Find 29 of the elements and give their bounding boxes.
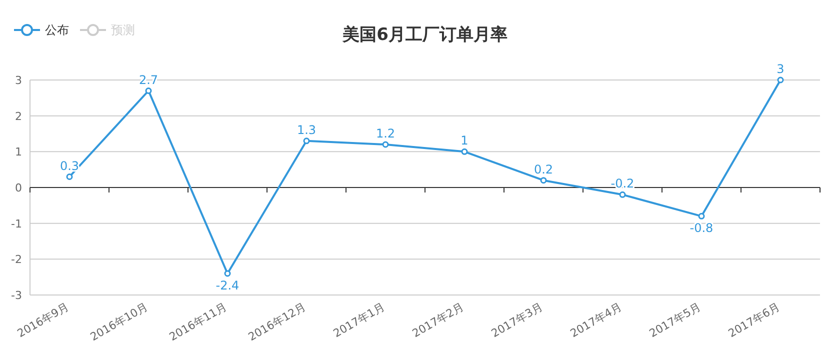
point	[145, 88, 152, 94]
legend-item: 公布	[14, 23, 69, 37]
data-label: 3	[776, 62, 784, 76]
point	[461, 148, 468, 155]
point	[303, 138, 310, 144]
point	[777, 76, 784, 84]
y-tick-label: -1	[11, 217, 22, 230]
chart-title: 美国6月工厂订单月率	[342, 25, 508, 45]
point	[66, 174, 73, 180]
y-tick-label: -3	[11, 289, 22, 302]
data-label: 1.2	[376, 126, 396, 140]
data-label: 2.7	[138, 72, 158, 87]
legend-label: 公布	[45, 23, 69, 37]
data-label: 1.3	[296, 122, 316, 137]
data-label: -0.2	[610, 176, 634, 191]
data-label: -2.4	[216, 278, 240, 292]
y-tick-label: 2	[15, 110, 22, 123]
y-tick-label: -2	[11, 253, 22, 266]
point	[224, 270, 231, 277]
y-tick-label: 0	[15, 182, 22, 194]
point	[698, 212, 705, 220]
point	[382, 141, 389, 148]
y-tick-label: 1	[15, 146, 22, 159]
y-tick-label: 3	[15, 74, 22, 87]
data-label: -0.8	[690, 221, 714, 236]
point	[619, 191, 626, 198]
point	[540, 177, 547, 184]
data-label: 1	[460, 134, 468, 148]
data-label: 0.2	[534, 162, 554, 176]
